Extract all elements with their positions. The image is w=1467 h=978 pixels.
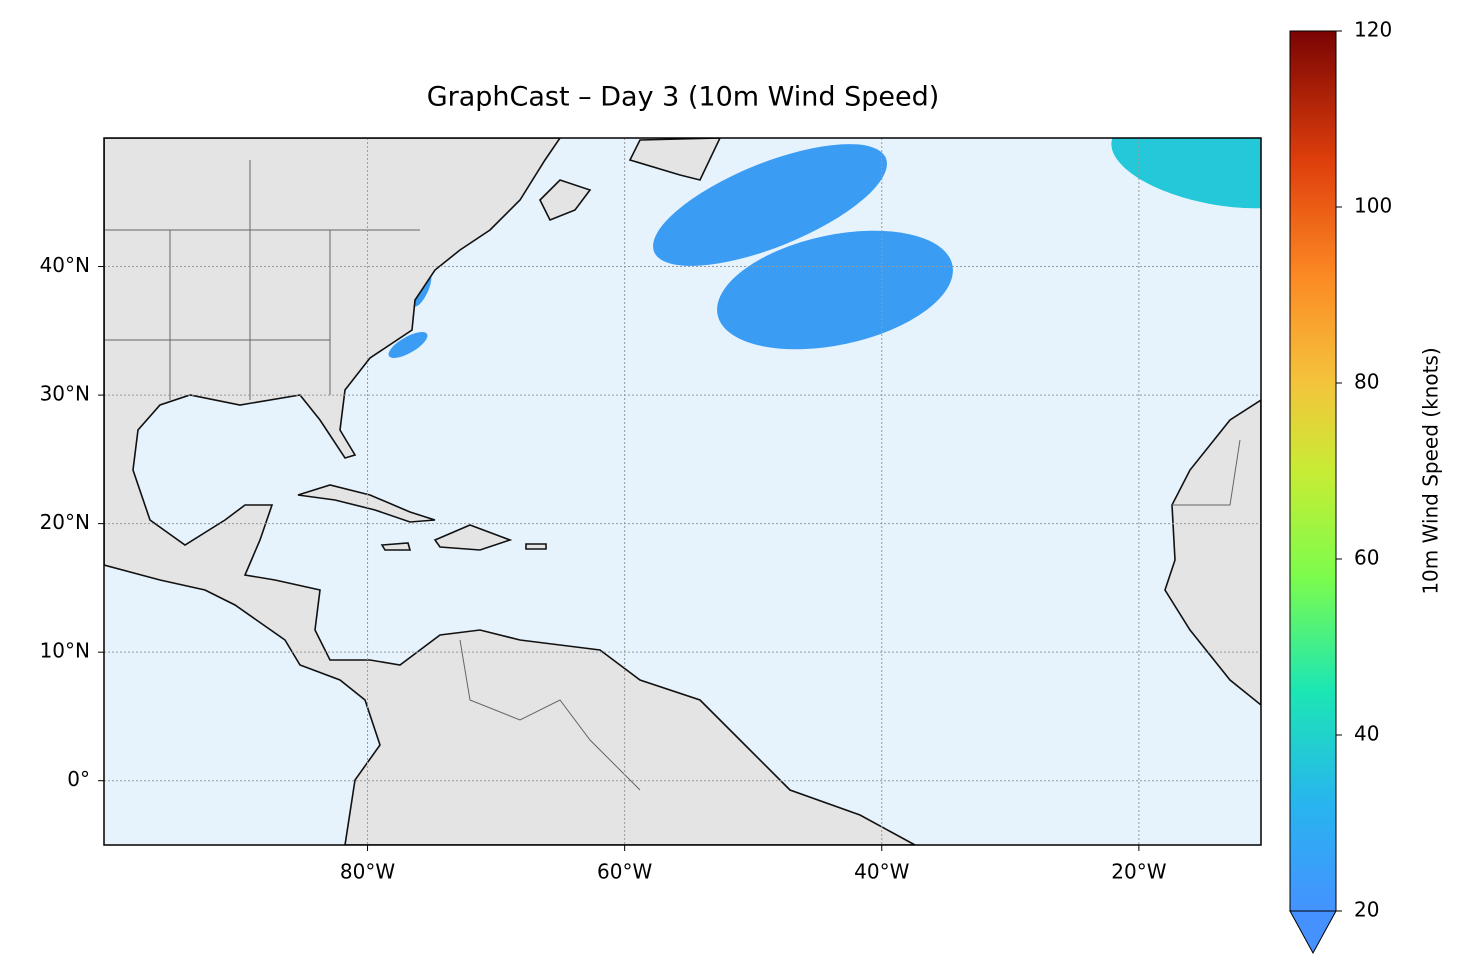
borders <box>104 160 1241 791</box>
grid <box>104 138 1261 845</box>
colorbar-tick-label: 120 <box>1354 18 1392 42</box>
newfoundland <box>539 179 592 222</box>
colorbar-tick-label: 40 <box>1354 722 1379 746</box>
colorbar-ramp <box>1289 30 1337 912</box>
x-tick-label: 80°W <box>340 860 395 884</box>
chart-title: GraphCast – Day 3 (10m Wind Speed) <box>427 82 940 113</box>
colorbar-tick-label: 100 <box>1354 194 1392 218</box>
map <box>104 138 1261 845</box>
colorbar-tick-label: 80 <box>1354 370 1379 394</box>
y-tick-label: 40°N <box>40 253 90 277</box>
cuba <box>297 484 436 523</box>
americas <box>104 138 916 845</box>
colorbar-label: 10m Wind Speed (knots) <box>1419 347 1443 594</box>
map-frame <box>103 137 1262 846</box>
greenland <box>628 138 721 181</box>
y-tick-label: 0° <box>67 767 90 791</box>
y-tick-label: 30°N <box>40 382 90 406</box>
colorbar-tick-label: 20 <box>1354 898 1379 922</box>
wind-field <box>264 138 1261 358</box>
x-tick-label: 40°W <box>854 860 909 884</box>
puerto-rico <box>525 543 547 550</box>
y-tick-label: 10°N <box>40 639 90 663</box>
colorbar-extend <box>1289 910 1337 955</box>
x-tick-label: 20°W <box>1111 860 1166 884</box>
y-tick-label: 20°N <box>40 510 90 534</box>
hispaniola <box>433 524 513 551</box>
colorbar-tick-label: 60 <box>1354 546 1379 570</box>
jamaica <box>380 542 412 551</box>
africa <box>1164 399 1261 707</box>
colorbar <box>1289 30 1337 955</box>
x-tick-label: 60°W <box>597 860 652 884</box>
